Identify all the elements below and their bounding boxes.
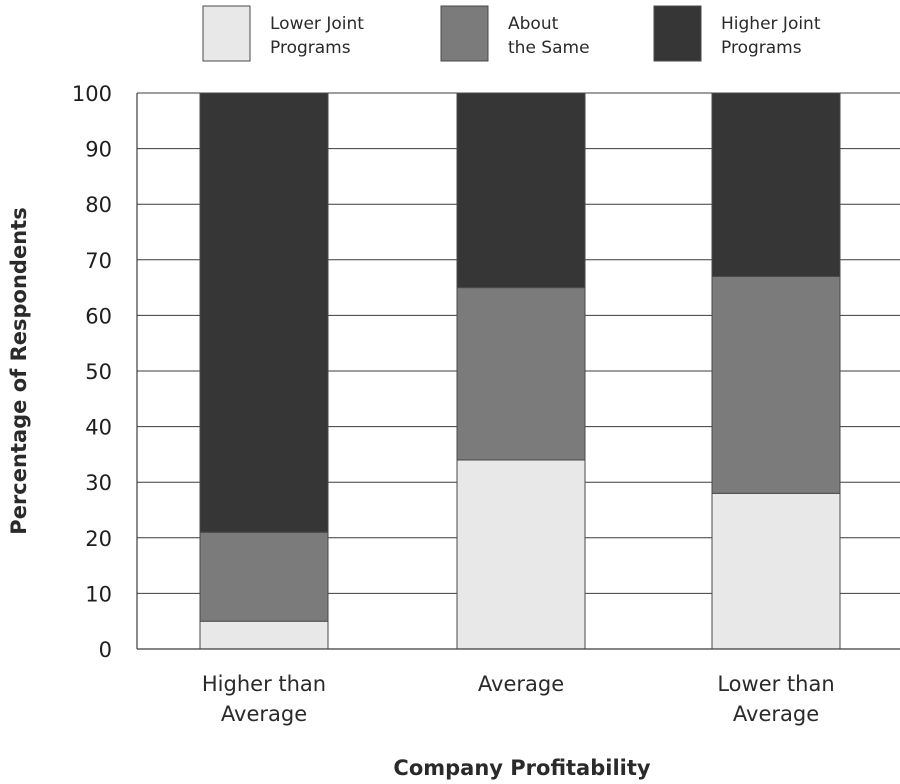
axes <box>136 93 900 650</box>
y-tick-60: 60 <box>85 304 112 328</box>
legend-label-about-the-same: About the Same <box>508 14 590 58</box>
legend-label-higher-joint-programs: Higher Joint Programs <box>721 14 821 58</box>
legend-swatch-higher-joint-programs <box>653 5 702 62</box>
y-tick-30: 30 <box>85 471 112 495</box>
legend-swatch-lower-joint-programs <box>202 5 251 62</box>
y-tick-0: 0 <box>99 638 112 662</box>
y-tick-40: 40 <box>85 416 112 440</box>
bar-average-higher-joint-programs <box>456 92 586 289</box>
x-category-lower-than-average: Lower than Average <box>717 672 834 726</box>
bar-lower-than-average-lower-joint-programs <box>711 492 841 650</box>
y-tick-10: 10 <box>85 582 112 606</box>
bar-higher-than-average-about-the-same <box>199 531 329 622</box>
bar-average-about-the-same <box>456 287 586 461</box>
bar-average-lower-joint-programs <box>456 459 586 650</box>
y-axis-title: Percentage of Respondents <box>7 207 31 534</box>
bar-higher-than-average-higher-joint-programs <box>199 92 329 533</box>
bar-lower-than-average-higher-joint-programs <box>711 92 841 277</box>
y-tick-70: 70 <box>85 249 112 273</box>
legend-swatch-about-the-same <box>440 5 489 62</box>
y-tick-20: 20 <box>85 527 112 551</box>
y-tick-labels: 0 10 20 30 40 50 60 70 80 90 100 <box>72 82 112 662</box>
legend-label-lower-joint-programs: Lower Joint Programs <box>270 14 364 58</box>
bars <box>199 92 841 650</box>
bar-lower-than-average-about-the-same <box>711 275 841 494</box>
y-tick-50: 50 <box>85 360 112 384</box>
y-tick-80: 80 <box>85 193 112 217</box>
x-category-average: Average <box>478 672 564 696</box>
y-tick-90: 90 <box>85 138 112 162</box>
x-axis-title: Company Profitability <box>393 756 650 780</box>
y-tick-100: 100 <box>72 82 112 106</box>
legend: Lower Joint Programs About the Same Higher J… <box>202 5 821 62</box>
x-category-higher-than-average: Higher than Average <box>202 672 326 726</box>
x-category-labels: Higher than Average Average Lower than Avera… <box>202 672 835 726</box>
bar-higher-than-average-lower-joint-programs <box>199 620 329 650</box>
